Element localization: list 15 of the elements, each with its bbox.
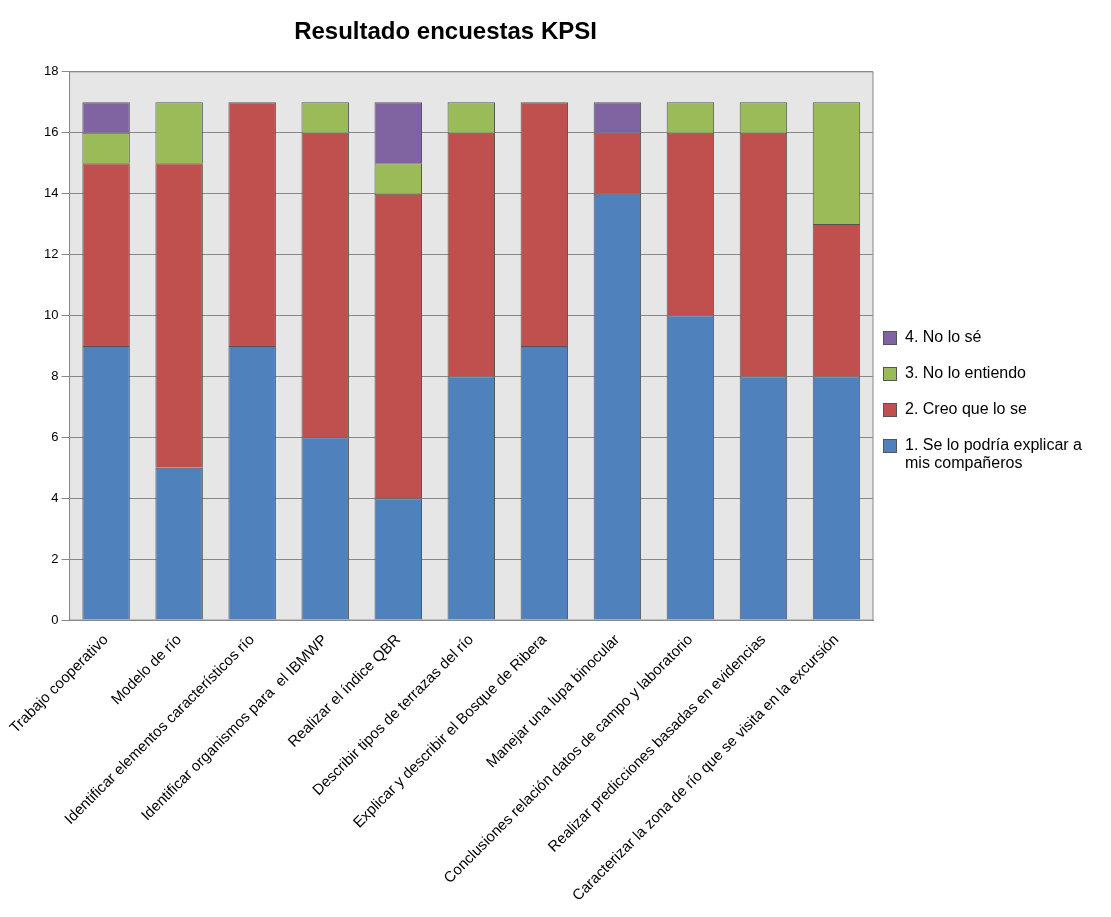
y-tick-label: 12	[44, 246, 59, 262]
y-tick-label: 8	[51, 367, 59, 383]
y-tick-label: 0	[51, 611, 59, 627]
y-tick-label: 10	[44, 307, 59, 323]
legend-label: 3. No lo entiendo	[905, 364, 1026, 382]
legend-label: 4. No lo sé	[905, 328, 982, 346]
y-tick-label: 18	[44, 63, 59, 79]
legend-label: 2. Creo que lo se	[905, 400, 1027, 418]
y-tick-label: 6	[51, 428, 59, 444]
y-tick-label: 2	[51, 550, 59, 566]
y-tick-label: 4	[51, 489, 59, 505]
chart-title: Resultado encuestas KPSI	[294, 17, 597, 45]
y-tick-label: 16	[44, 124, 59, 140]
legend-label: 1. Se lo podría explicar a mis compañeros	[905, 436, 1083, 472]
y-tick-label: 14	[44, 185, 59, 201]
